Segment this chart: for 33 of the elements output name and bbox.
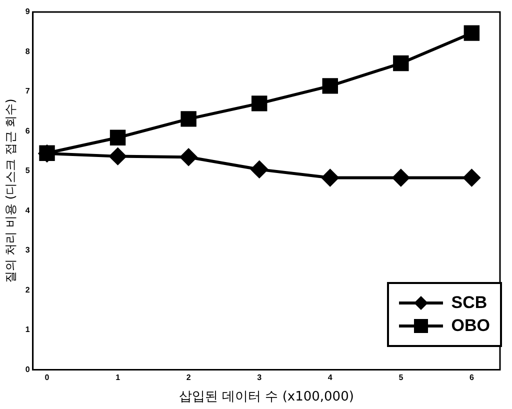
point: [251, 96, 268, 112]
point: [180, 111, 196, 127]
x-tick-label: 6: [469, 372, 474, 382]
x-axis-title: 삽입된 데이터 수 (x100,000): [178, 390, 354, 405]
y-tick-label: 9: [25, 7, 30, 16]
point: [393, 55, 409, 72]
y-tick-label: 6: [25, 126, 30, 136]
y-tick-label: 0: [25, 365, 30, 374]
x-tick-label: 1: [116, 372, 121, 382]
y-tick-label: 7: [25, 86, 30, 96]
point: [250, 160, 268, 178]
y-tick-label: 1: [25, 325, 30, 334]
y-tick-label: 3: [25, 246, 30, 255]
legend-label: OBO: [451, 316, 490, 336]
x-tick-label: 3: [257, 372, 262, 382]
point: [463, 169, 480, 186]
y-tick-label: 4: [25, 206, 30, 215]
y-axis-title: 질의 처리 비용 (디스크 접근 회수): [3, 98, 18, 284]
x-tick-label: 0: [44, 372, 50, 382]
y-tick-label: 8: [25, 46, 30, 56]
point: [110, 130, 126, 146]
legend-label: SCB: [451, 293, 488, 313]
point: [109, 148, 126, 165]
point: [322, 169, 339, 186]
point: [322, 78, 338, 94]
point: [464, 25, 480, 41]
x-tick-label: 2: [186, 372, 192, 382]
x-tick-label: 4: [328, 372, 333, 382]
y-tick-label: 5: [25, 166, 30, 176]
point: [392, 169, 410, 186]
x-tick-label: 5: [398, 372, 404, 382]
y-tick-label: 2: [25, 285, 30, 294]
point: [180, 148, 198, 166]
